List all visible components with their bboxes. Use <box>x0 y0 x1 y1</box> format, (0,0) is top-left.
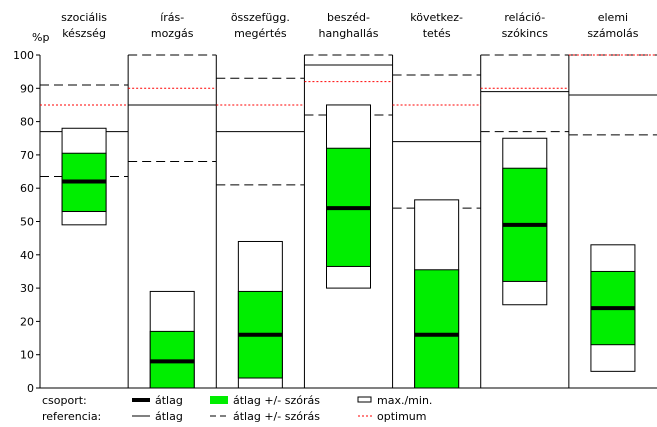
category-label: szociális <box>61 11 107 24</box>
category-label: elemi <box>598 11 628 24</box>
legend-minmax-swatch <box>357 396 372 403</box>
category-panels <box>40 54 657 389</box>
legend-group-label: csoport: <box>42 394 87 407</box>
y-tick-label: 100 <box>13 49 34 62</box>
category-panel <box>304 54 394 388</box>
category-label: tetés <box>423 27 451 40</box>
category-label: beszéd- <box>327 11 370 24</box>
y-axis-label: %p <box>32 31 49 44</box>
category-label: következ- <box>410 11 463 24</box>
category-label: írás- <box>160 11 184 24</box>
category-headers: szociális készség írás-mozgás összefügg. meg… <box>61 11 639 40</box>
group-sd-box <box>414 269 460 389</box>
category-label: reláció- <box>504 11 545 24</box>
legend-minmax-text: max./min. <box>377 394 432 407</box>
y-tick-label: 0 <box>27 382 34 395</box>
y-tick-label: 90 <box>20 82 34 95</box>
category-label: megértés <box>234 27 287 40</box>
category-panel <box>128 54 217 389</box>
legend-group-sd-text: átlag +/- szórás <box>233 394 320 407</box>
category-label: hanghallás <box>319 27 379 40</box>
category-label: összefügg. <box>231 11 290 24</box>
category-label: szókincs <box>502 27 549 40</box>
category-label: mozgás <box>151 27 194 40</box>
category-label: készség <box>62 27 106 40</box>
legend-group-mean-text: átlag <box>155 394 183 407</box>
category-panel <box>392 55 482 389</box>
y-tick-label: 50 <box>20 216 34 229</box>
legend: csoport: referencia: átlag átlag +/- szórás… <box>42 394 432 423</box>
legend-reference-mean-text: átlag <box>155 410 183 423</box>
y-tick-label: 80 <box>20 116 34 129</box>
y-tick-label: 60 <box>20 182 34 195</box>
y-tick-label: 30 <box>20 282 34 295</box>
category-panel <box>216 55 305 389</box>
legend-optimum-text: optimum <box>377 410 426 423</box>
legend-group-sd-swatch <box>210 396 228 404</box>
category-panel <box>568 54 657 372</box>
y-tick-label: 20 <box>20 315 34 328</box>
y-tick-label: 10 <box>20 349 34 362</box>
category-label: számolás <box>587 27 638 40</box>
legend-reference-label: referencia: <box>42 410 101 423</box>
category-panel <box>40 55 129 388</box>
legend-reference-sd-text: átlag +/- szórás <box>233 410 320 423</box>
y-tick-label: 40 <box>20 249 34 262</box>
y-tick-label: 70 <box>20 149 34 162</box>
y-axis: 0 10 20 30 40 50 60 70 80 90 100 <box>13 49 657 395</box>
category-panel <box>480 54 570 388</box>
